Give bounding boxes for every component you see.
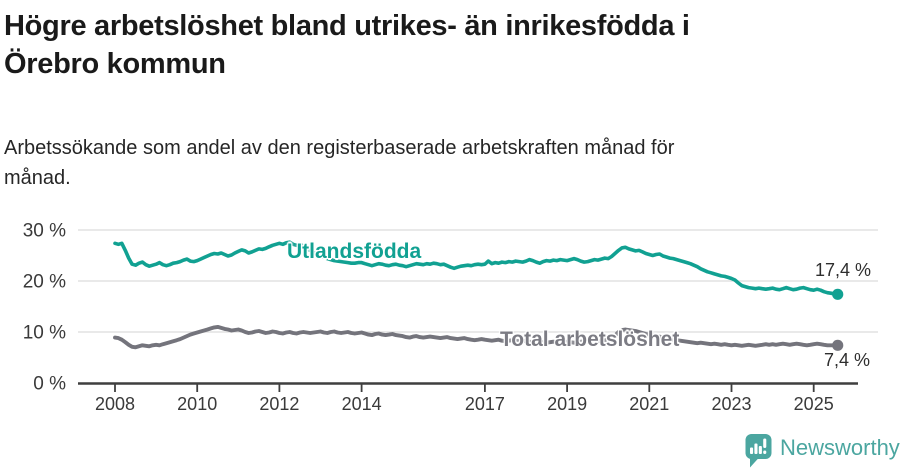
x-tick-label-2025: 2025 [794, 394, 834, 414]
series-end-dot-utlandsfodda [832, 288, 844, 300]
chart-title-line-1: Högre arbetslöshet bland utrikes- än inr… [4, 10, 690, 42]
series-label-total-arbetsloshet: Total arbetslöshet [500, 328, 680, 351]
x-tick-label-2021: 2021 [629, 394, 669, 414]
brand-name: Newsworthy [780, 435, 900, 460]
end-value-utlandsfodda: 17,4 % [814, 260, 871, 280]
series-line-utlandsfodda [113, 240, 840, 297]
y-tick-label-30: 30 % [23, 221, 66, 242]
series-line-total-arbetsloshet [113, 324, 840, 350]
x-tick-label-2023: 2023 [711, 394, 751, 414]
x-tick-label-2008: 2008 [95, 394, 135, 414]
x-tick-label-2014: 2014 [342, 394, 382, 414]
x-tick-label-2012: 2012 [259, 394, 299, 414]
chart-subtitle-line-1: Arbetssökande som andel av den registerb… [4, 137, 675, 159]
y-tick-label-20: 20 % [23, 272, 66, 293]
chart-subtitle: Arbetssökande som andel av den registerb… [4, 133, 884, 193]
x-tick-label-2017: 2017 [465, 394, 505, 414]
end-value-total-arbetsloshet: 7,4 % [823, 350, 870, 370]
series-label-utlandsfodda: Utlandsfödda [287, 240, 422, 263]
chart-subtitle-line-2: månad. [4, 167, 71, 189]
x-tick-label-2010: 2010 [177, 394, 217, 414]
newsworthy-logo-icon [745, 434, 772, 468]
series-end-dot-total-arbetsloshet [832, 339, 844, 351]
y-tick-label-10: 10 % [23, 323, 66, 344]
x-tick-label-2019: 2019 [547, 394, 587, 414]
line-chart: 30 % 20 % 10 % 0 % 2008 2010 2012 2014 2017 2019 2… [0, 210, 900, 450]
y-tick-label-0: 0 % [33, 374, 66, 395]
chart-title: Högre arbetslöshet bland utrikes- än inr… [4, 7, 864, 83]
plot-canvas: 30 % 20 % 10 % 0 % 2008 2010 2012 2014 2017 2019 2… [23, 221, 878, 414]
brand-footer: Newsworthy [744, 433, 900, 469]
chart-title-line-2: Örebro kommun [4, 48, 226, 80]
